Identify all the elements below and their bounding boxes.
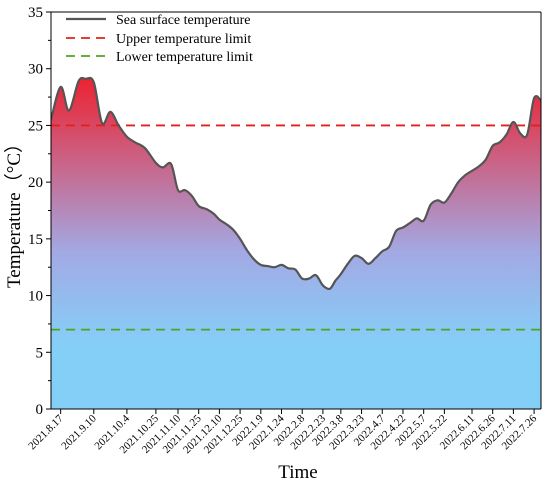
x-axis-title: Time <box>278 462 317 483</box>
y-tick-label: 35 <box>28 5 43 21</box>
legend-upper-label: Upper temperature limit <box>116 32 251 47</box>
y-tick-label: 30 <box>28 62 43 78</box>
y-tick-label: 15 <box>28 232 43 248</box>
legend: Sea surface temperature Upper temperatur… <box>66 13 253 65</box>
y-tick-label: 0 <box>36 402 44 418</box>
y-axis-ticks: 0 5 10 15 20 25 30 35 <box>28 5 51 418</box>
legend-sst-label: Sea surface temperature <box>116 13 250 28</box>
x-tick-label: 2021.9.10 <box>59 412 99 452</box>
legend-lower-label: Lower temperature limit <box>116 50 253 65</box>
plot-area <box>51 76 541 409</box>
temperature-area-fill <box>51 77 541 409</box>
y-tick-label: 20 <box>28 175 43 191</box>
y-tick-label: 5 <box>36 345 44 361</box>
x-axis-ticks: 2021.8.172021.9.102021.10.42021.10.25202… <box>26 409 540 456</box>
y-tick-label: 25 <box>28 118 43 134</box>
y-tick-label: 10 <box>28 289 43 305</box>
sea-surface-temperature-line <box>51 76 541 291</box>
y-axis-title: Temperature（°C） <box>3 134 25 288</box>
x-tick-label: 2021.8.17 <box>26 412 66 452</box>
